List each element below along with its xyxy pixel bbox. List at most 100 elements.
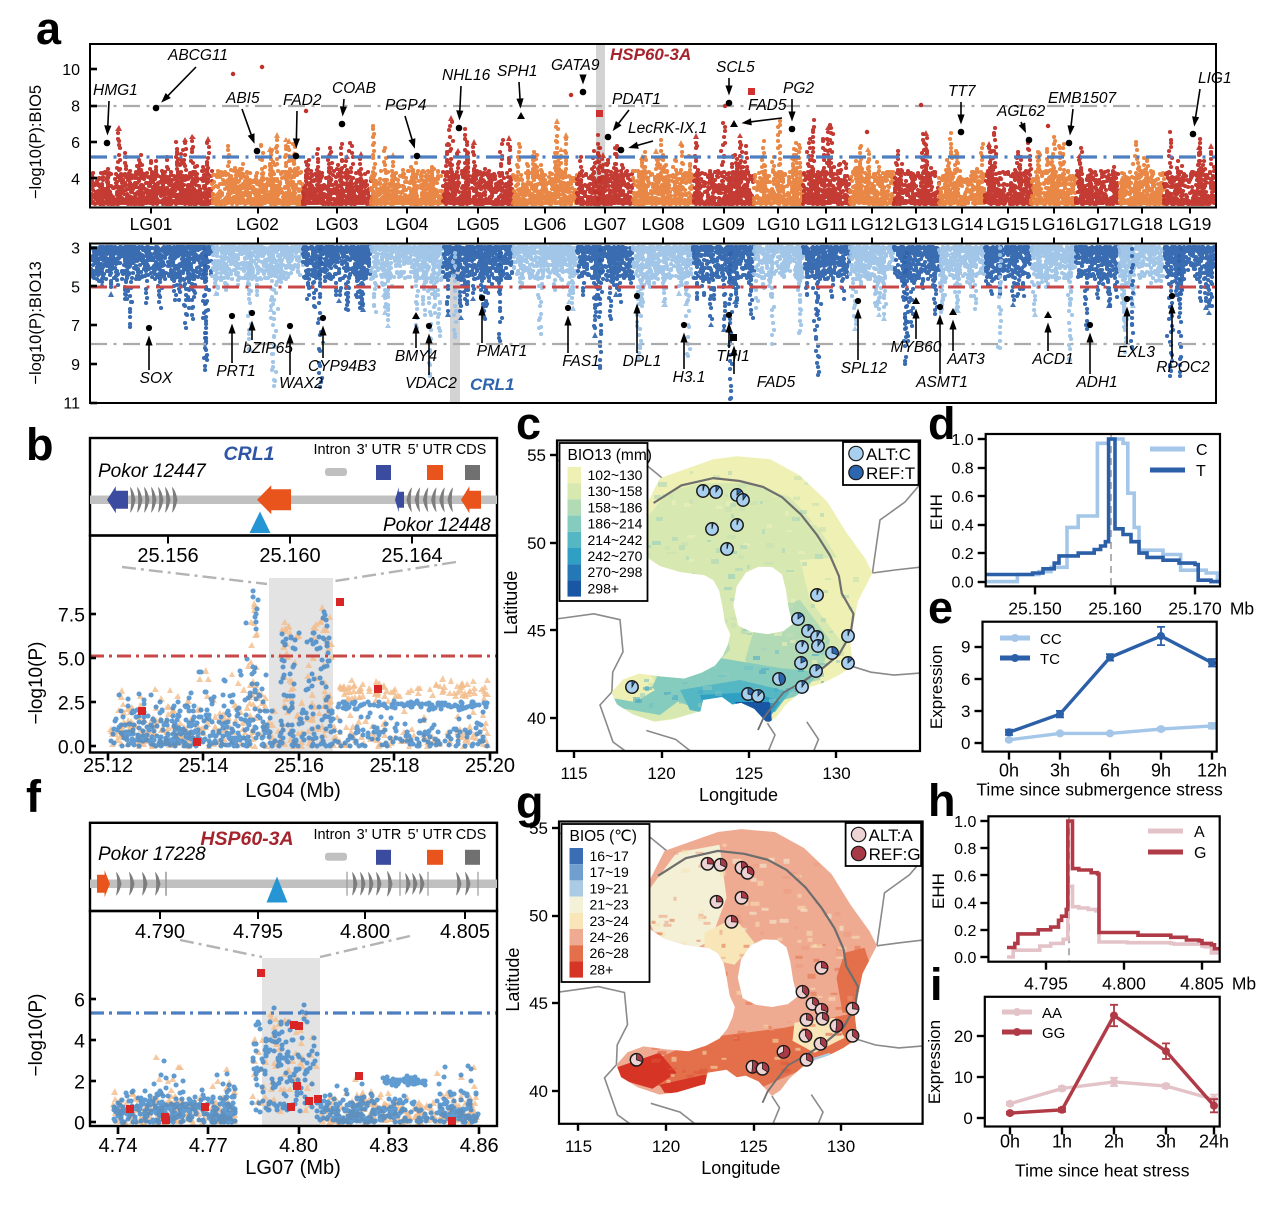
- svg-text:H3.1: H3.1: [673, 369, 706, 386]
- svg-text:298+: 298+: [588, 580, 620, 596]
- svg-text:EMB1507: EMB1507: [1048, 90, 1117, 107]
- svg-text:EHH: EHH: [929, 873, 948, 909]
- svg-text:ASMT1: ASMT1: [915, 374, 968, 391]
- svg-text:40: 40: [529, 1082, 548, 1101]
- svg-text:FAD5: FAD5: [757, 374, 796, 391]
- svg-text:Pokor 12447: Pokor 12447: [98, 461, 207, 482]
- svg-text:LG05: LG05: [457, 214, 500, 234]
- svg-text:5' UTR: 5' UTR: [408, 827, 453, 843]
- svg-text:PDAT1: PDAT1: [612, 91, 661, 108]
- svg-text:SPH1: SPH1: [497, 63, 538, 80]
- svg-text:0.0: 0.0: [58, 737, 85, 759]
- svg-text:5.0: 5.0: [58, 648, 85, 670]
- svg-text:LG18: LG18: [1120, 214, 1163, 234]
- svg-text:HSP60-3A: HSP60-3A: [200, 828, 293, 850]
- svg-text:25.156: 25.156: [137, 545, 198, 567]
- svg-text:9: 9: [961, 638, 970, 657]
- svg-text:2.5: 2.5: [58, 692, 85, 714]
- svg-text:120: 120: [647, 764, 675, 783]
- svg-text:EHH: EHH: [927, 494, 946, 530]
- svg-text:21~23: 21~23: [590, 897, 630, 913]
- svg-text:4: 4: [74, 1030, 85, 1052]
- svg-text:8: 8: [71, 99, 80, 116]
- svg-text:LG15: LG15: [987, 214, 1030, 234]
- svg-text:COAB: COAB: [332, 80, 376, 97]
- svg-text:45: 45: [529, 994, 548, 1013]
- svg-text:4.74: 4.74: [99, 1135, 138, 1157]
- svg-text:CDS: CDS: [456, 442, 487, 458]
- svg-text:4.805: 4.805: [440, 921, 490, 943]
- svg-text:40: 40: [527, 709, 546, 728]
- svg-text:LG12: LG12: [851, 214, 894, 234]
- svg-text:115: 115: [560, 764, 587, 783]
- svg-text:50: 50: [527, 534, 546, 553]
- svg-text:G: G: [1194, 845, 1206, 862]
- svg-text:ADH1: ADH1: [1075, 374, 1117, 391]
- svg-text:3' UTR: 3' UTR: [357, 442, 402, 458]
- svg-text:5' UTR: 5' UTR: [408, 442, 453, 458]
- svg-text:GATA9: GATA9: [551, 57, 600, 74]
- svg-text:4.80: 4.80: [279, 1135, 318, 1157]
- svg-text:50: 50: [529, 907, 548, 926]
- svg-text:CRL1: CRL1: [470, 375, 514, 394]
- svg-text:2h: 2h: [1104, 1132, 1124, 1152]
- svg-text:EXL3: EXL3: [1117, 344, 1155, 361]
- svg-text:0.8: 0.8: [951, 461, 973, 478]
- svg-text:LG06: LG06: [524, 214, 567, 234]
- svg-text:158~186: 158~186: [588, 499, 643, 515]
- svg-text:0.4: 0.4: [951, 518, 973, 535]
- svg-text:BIO13 (mm): BIO13 (mm): [568, 447, 652, 464]
- svg-text:C: C: [1196, 442, 1208, 459]
- svg-text:Expression: Expression: [925, 1020, 944, 1104]
- svg-text:25.160: 25.160: [1088, 598, 1142, 618]
- svg-text:1.0: 1.0: [954, 814, 976, 831]
- svg-text:Time since submergence stress: Time since submergence stress: [976, 780, 1223, 800]
- svg-text:MYB60: MYB60: [891, 339, 942, 356]
- svg-text:Mb: Mb: [1232, 974, 1256, 994]
- svg-text:25.160: 25.160: [259, 545, 320, 567]
- svg-text:f: f: [26, 771, 42, 822]
- svg-text:130~158: 130~158: [588, 483, 643, 499]
- svg-text:ALT:A: ALT:A: [869, 826, 914, 845]
- svg-text:45: 45: [527, 621, 546, 640]
- svg-text:AA: AA: [1042, 1005, 1062, 1022]
- svg-text:LG07: LG07: [584, 214, 627, 234]
- svg-text:WAX2: WAX2: [279, 375, 323, 392]
- svg-text:VDAC2: VDAC2: [405, 375, 457, 392]
- svg-text:10: 10: [62, 62, 80, 79]
- svg-text:SCL5: SCL5: [716, 59, 755, 76]
- svg-text:−log10(P): −log10(P): [26, 642, 47, 725]
- svg-text:0.0: 0.0: [954, 950, 976, 967]
- svg-text:LG03: LG03: [316, 214, 359, 234]
- svg-text:a: a: [36, 3, 62, 54]
- svg-text:5: 5: [71, 279, 80, 296]
- svg-text:Expression: Expression: [927, 645, 946, 729]
- svg-text:GG: GG: [1042, 1025, 1065, 1042]
- svg-text:25.18: 25.18: [369, 755, 419, 777]
- svg-text:3' UTR: 3' UTR: [357, 827, 402, 843]
- svg-text:RPOC2: RPOC2: [1156, 359, 1210, 376]
- svg-text:LecRK-IX.1: LecRK-IX.1: [628, 120, 707, 137]
- svg-text:26~28: 26~28: [590, 945, 630, 961]
- svg-text:LG17: LG17: [1076, 214, 1119, 234]
- svg-text:Intron: Intron: [313, 442, 350, 458]
- svg-text:7.5: 7.5: [58, 604, 85, 626]
- svg-text:LIG1: LIG1: [1198, 70, 1232, 87]
- svg-text:3h: 3h: [1050, 761, 1070, 781]
- svg-text:CRL1: CRL1: [224, 443, 275, 465]
- svg-text:25.14: 25.14: [178, 755, 228, 777]
- svg-text:12h: 12h: [1197, 761, 1227, 781]
- svg-text:LG02: LG02: [236, 214, 279, 234]
- svg-text:AGL62: AGL62: [996, 103, 1046, 120]
- svg-text:i: i: [930, 959, 943, 1010]
- svg-text:6: 6: [961, 670, 970, 689]
- svg-text:102~130: 102~130: [588, 467, 643, 483]
- svg-text:ALT:C: ALT:C: [866, 445, 911, 464]
- svg-text:c: c: [516, 398, 541, 449]
- svg-text:−log10(P):BIO5: −log10(P):BIO5: [27, 85, 45, 199]
- svg-text:PG2: PG2: [783, 80, 814, 97]
- svg-text:4.795: 4.795: [1024, 974, 1068, 994]
- svg-text:2: 2: [74, 1071, 85, 1093]
- svg-text:b: b: [26, 419, 54, 470]
- svg-text:TC: TC: [1040, 651, 1060, 668]
